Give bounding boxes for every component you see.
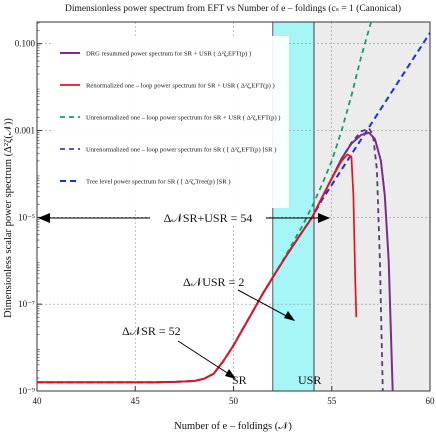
- region-sr2: [313, 21, 431, 392]
- usr-arrow-head: [284, 311, 295, 321]
- y-tick-label: 0.001: [15, 126, 35, 136]
- x-tick-label: 60: [426, 396, 436, 406]
- x-tick-label: 40: [33, 396, 43, 406]
- y-tick-label: 0.100: [15, 39, 36, 49]
- legend-label: Tree level power spectrum for SR ( [ Δ²ζ…: [86, 179, 231, 186]
- sr-usr-arrow-left-head: [38, 213, 50, 223]
- annotations: Δ𝒩SR+USR = 54 Δ𝒩USR = 2 Δ𝒩SR = 52 SR USR: [38, 209, 330, 387]
- sr-annotation: Δ𝒩SR = 52: [122, 324, 181, 338]
- y-tick-label: 10⁻⁷: [18, 299, 35, 309]
- usr-region-label: USR: [298, 373, 321, 387]
- legend-label: Unrenormalized one – loop power spectrum…: [86, 147, 276, 154]
- legend-label: Unrenormalized one – loop power spectrum…: [86, 115, 281, 122]
- legend: DRG resummed power spectrum for SR + USR…: [53, 36, 289, 208]
- legend-label: DRG resummed power spectrum for SR + USR…: [86, 51, 251, 58]
- y-axis-label: Dimensionless scalar power spectrum (Δ²ζ…: [3, 118, 14, 318]
- series-line-1: [37, 153, 358, 384]
- y-tick-label: 10⁻⁵: [18, 212, 35, 222]
- x-axis-label: Number of e – foldings (𝒩): [174, 421, 292, 432]
- legend-label: Renormalized one – loop power spectrum f…: [86, 83, 275, 90]
- usr-arrow: [237, 289, 291, 319]
- x-tick-label: 55: [327, 396, 337, 406]
- y-tick-label: 10⁻⁹: [18, 386, 35, 396]
- x-tick-label: 50: [229, 396, 239, 406]
- chart-title: Dimensionless power spectrum from EFT vs…: [65, 3, 401, 14]
- sr-region-label: SR: [232, 373, 247, 387]
- shaded-regions: [272, 21, 431, 392]
- x-tick-label: 45: [131, 396, 141, 406]
- legend-box: [53, 36, 289, 208]
- sr-arrow-head: [225, 369, 236, 379]
- sr-usr-label-bg: [150, 209, 266, 226]
- sr-arrow: [177, 340, 233, 377]
- usr-annotation: Δ𝒩USR = 2: [183, 275, 244, 289]
- sr-usr-arrow-right-head: [318, 213, 330, 223]
- axis-ticks: 40 45 50 55 60 0.100 0.001 10⁻⁵ 10⁻⁷ 10⁻⁹: [15, 22, 436, 406]
- series-layer: [37, 22, 430, 391]
- sr-usr-annotation: Δ𝒩SR+USR = 54: [164, 211, 253, 225]
